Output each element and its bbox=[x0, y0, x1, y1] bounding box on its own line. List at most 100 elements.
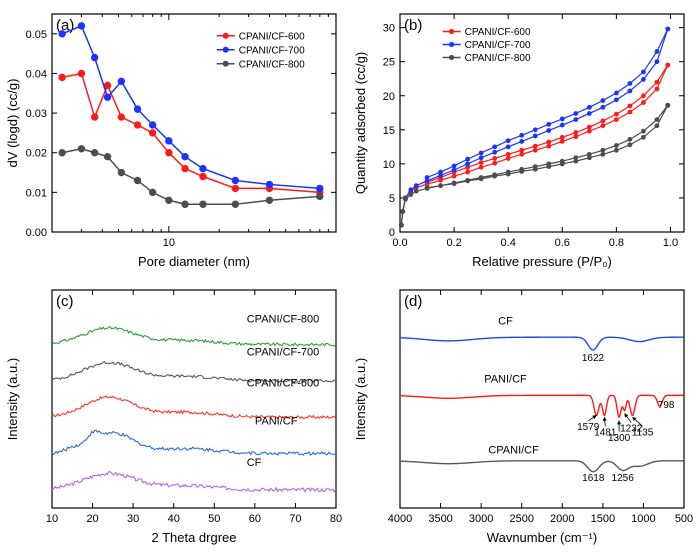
series-marker bbox=[655, 87, 660, 92]
series-marker bbox=[573, 155, 578, 160]
series-marker bbox=[546, 128, 551, 133]
svg-text:0.2: 0.2 bbox=[446, 237, 461, 249]
annotation-arrow bbox=[625, 414, 632, 423]
svg-text:5: 5 bbox=[389, 193, 395, 205]
svg-text:1500: 1500 bbox=[591, 513, 615, 525]
svg-text:0.8: 0.8 bbox=[609, 237, 624, 249]
svg-text:1.0: 1.0 bbox=[663, 237, 678, 249]
series-marker bbox=[166, 197, 172, 203]
curve-label: CF bbox=[247, 457, 262, 469]
series-marker bbox=[573, 134, 578, 139]
svg-text:1000: 1000 bbox=[631, 513, 655, 525]
series-marker bbox=[438, 183, 443, 188]
series-marker bbox=[600, 98, 605, 103]
series-line bbox=[52, 430, 336, 455]
series-marker bbox=[628, 104, 633, 109]
series-marker bbox=[400, 209, 405, 214]
series-marker bbox=[479, 155, 484, 160]
series-marker bbox=[134, 106, 140, 112]
series-marker bbox=[200, 173, 206, 179]
svg-text:3500: 3500 bbox=[428, 513, 452, 525]
curve-label: CPANI/CF-600 bbox=[247, 377, 320, 389]
series-marker bbox=[600, 105, 605, 110]
series-marker bbox=[232, 177, 238, 183]
series-marker bbox=[655, 59, 660, 64]
series-marker bbox=[628, 137, 633, 142]
svg-text:2500: 2500 bbox=[509, 513, 533, 525]
peak-annotation: 798 bbox=[658, 400, 675, 411]
series-marker bbox=[519, 152, 524, 157]
series-marker bbox=[560, 135, 565, 140]
svg-text:500: 500 bbox=[675, 513, 693, 525]
series-marker bbox=[573, 117, 578, 122]
series-marker bbox=[628, 142, 633, 147]
series-marker bbox=[600, 123, 605, 128]
svg-text:80: 80 bbox=[330, 513, 342, 525]
series-marker bbox=[492, 161, 497, 166]
panel-a: (a)0.000.010.020.030.040.0510Pore diamet… bbox=[0, 0, 348, 276]
svg-text:0.04: 0.04 bbox=[26, 68, 47, 80]
series-marker bbox=[533, 127, 538, 132]
series-marker bbox=[166, 138, 172, 144]
series-marker bbox=[59, 74, 65, 80]
series-marker bbox=[614, 97, 619, 102]
series-marker bbox=[655, 123, 660, 128]
svg-text:10: 10 bbox=[46, 513, 58, 525]
series-marker bbox=[414, 189, 419, 194]
svg-text:25: 25 bbox=[383, 57, 395, 69]
svg-text:0.6: 0.6 bbox=[555, 237, 570, 249]
panel-b: (b)0510152025300.00.20.40.60.81.0Relativ… bbox=[348, 0, 696, 276]
svg-text:0.4: 0.4 bbox=[501, 237, 516, 249]
series-marker bbox=[560, 139, 565, 144]
series-marker bbox=[479, 160, 484, 165]
series-marker bbox=[614, 117, 619, 122]
series-marker bbox=[465, 161, 470, 166]
series-line bbox=[400, 337, 684, 350]
series-marker bbox=[200, 201, 206, 207]
series-marker bbox=[600, 152, 605, 157]
series-line bbox=[401, 29, 667, 225]
series-marker bbox=[641, 77, 646, 82]
series-marker bbox=[182, 165, 188, 171]
series-marker bbox=[519, 139, 524, 144]
series-marker bbox=[104, 94, 110, 100]
series-marker bbox=[134, 177, 140, 183]
series-marker bbox=[546, 161, 551, 166]
svg-text:0.01: 0.01 bbox=[26, 187, 47, 199]
panel-d: (d)4000350030002500200015001000500Wavnum… bbox=[348, 276, 696, 552]
svg-text:15: 15 bbox=[383, 125, 395, 137]
svg-text:0.0: 0.0 bbox=[392, 237, 407, 249]
legend-label: CPANI/CF-700 bbox=[239, 45, 305, 56]
series-marker bbox=[492, 156, 497, 161]
series-marker bbox=[149, 122, 155, 128]
series-marker bbox=[519, 133, 524, 138]
series-marker bbox=[533, 144, 538, 149]
series-marker bbox=[182, 153, 188, 159]
svg-text:70: 70 bbox=[289, 513, 301, 525]
series-marker bbox=[232, 185, 238, 191]
series-marker bbox=[149, 130, 155, 136]
series-line bbox=[62, 149, 320, 204]
series-marker bbox=[425, 185, 430, 190]
series-line bbox=[62, 73, 320, 192]
series-marker bbox=[560, 159, 565, 164]
series-marker bbox=[408, 192, 413, 197]
series-marker bbox=[317, 185, 323, 191]
series-marker bbox=[414, 183, 419, 188]
svg-text:3000: 3000 bbox=[469, 513, 493, 525]
series-marker bbox=[587, 152, 592, 157]
series-marker bbox=[506, 138, 511, 143]
series-marker bbox=[492, 144, 497, 149]
svg-text:2000: 2000 bbox=[550, 513, 574, 525]
series-marker bbox=[59, 150, 65, 156]
series-marker bbox=[465, 178, 470, 183]
svg-text:4000: 4000 bbox=[388, 513, 412, 525]
series-marker bbox=[452, 164, 457, 169]
series-marker bbox=[91, 114, 97, 120]
svg-text:10: 10 bbox=[163, 237, 175, 249]
series-marker bbox=[104, 82, 110, 88]
series-marker bbox=[506, 152, 511, 157]
series-marker bbox=[628, 81, 633, 86]
peak-annotation: 1256 bbox=[612, 473, 635, 484]
series-marker bbox=[628, 89, 633, 94]
